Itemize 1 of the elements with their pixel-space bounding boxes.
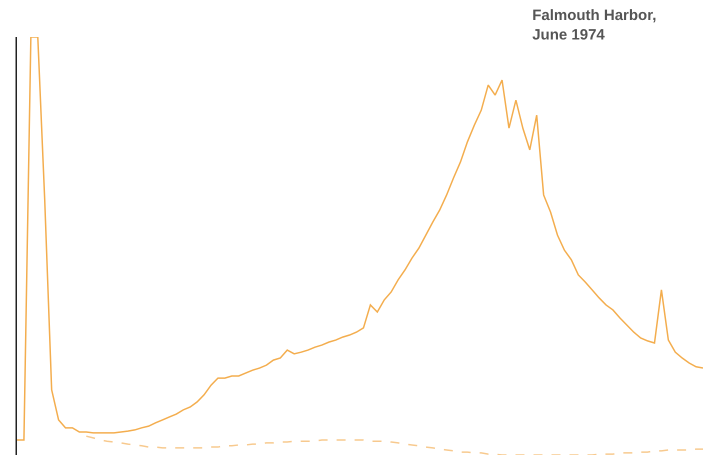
chart-title: Falmouth Harbor, June 1974 [532, 7, 656, 44]
